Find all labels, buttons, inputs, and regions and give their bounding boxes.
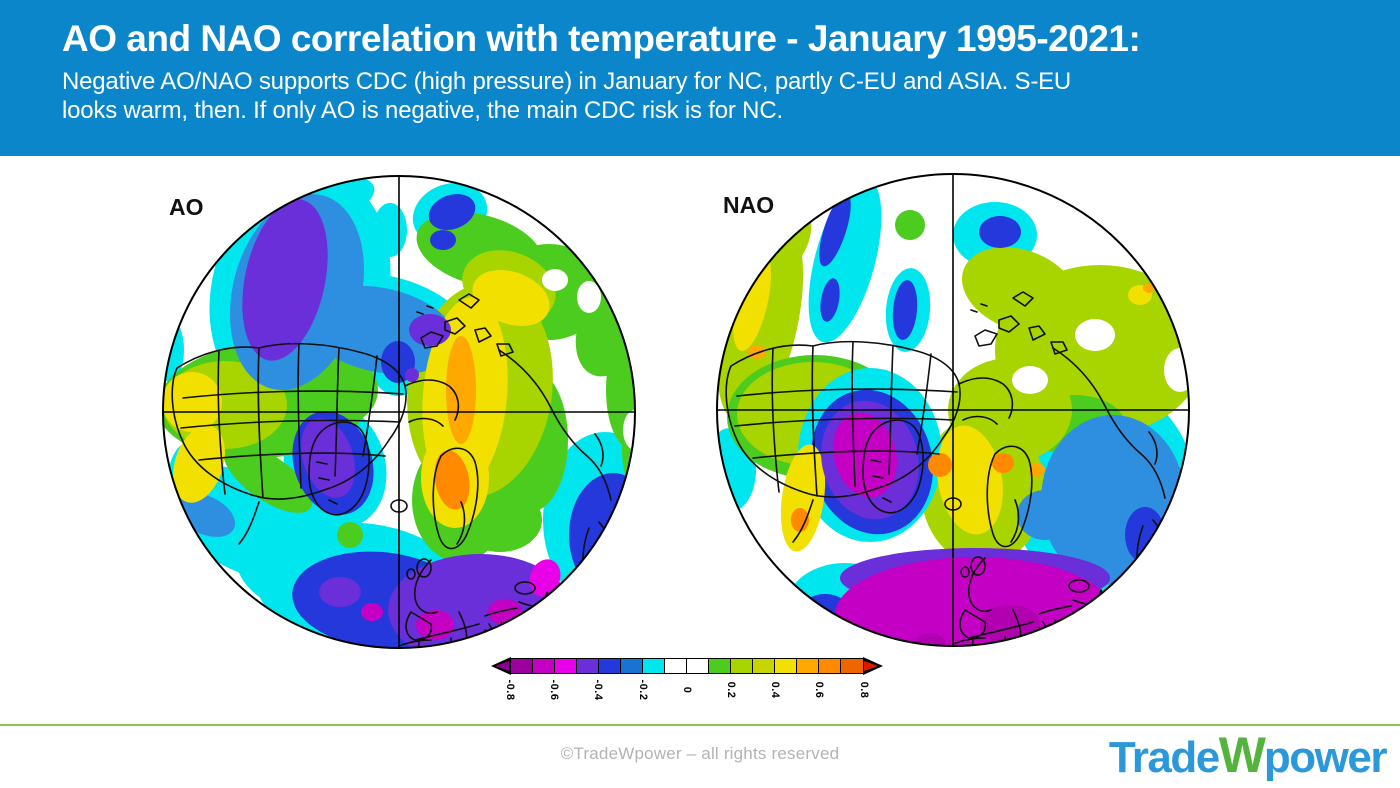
logo-power: power xyxy=(1263,733,1388,782)
map-circle xyxy=(162,175,636,649)
colorbar-tick-label: -0.4 xyxy=(592,679,605,701)
map-label-nao: NAO xyxy=(723,192,774,218)
nao-correlation-blobs xyxy=(713,177,1193,650)
nao-map: NAO xyxy=(713,170,1193,650)
ao-map: AO xyxy=(159,172,639,652)
colorbar-tick-label: 0.2 xyxy=(725,681,737,699)
page-subtitle: Negative AO/NAO supports CDC (high press… xyxy=(62,67,1072,125)
colorbar-tick-label: -0.2 xyxy=(636,679,649,701)
map-label-ao: AO xyxy=(169,194,204,220)
colorbar-legend: -0.8 -0.6 -0.4 -0.2 0 0.2 0.4 0.6 0.8 xyxy=(491,657,883,718)
colorbar-tick-label: -0.6 xyxy=(548,679,561,701)
logo-trade: Trade xyxy=(1108,733,1220,782)
ao-correlation-blobs xyxy=(159,172,639,652)
colorbar-tick-label: 0.8 xyxy=(857,681,870,699)
crosshair xyxy=(717,174,1189,646)
colorbar-right-arrow-icon xyxy=(864,660,878,671)
copyright-text: ©TradeWpower – all rights reserved xyxy=(560,744,840,763)
colorbar-tick-label: -0.8 xyxy=(504,679,516,701)
tradewpower-logo: TradeWpower xyxy=(1108,727,1388,783)
colorbar-segments xyxy=(510,658,864,674)
header-banner: AO and NAO correlation with temperature … xyxy=(0,0,1400,156)
colorbar-ticks: -0.8 -0.6 -0.4 -0.2 0 0.2 0.4 0.6 0.8 xyxy=(504,658,870,702)
colorbar-tick-label: 0.6 xyxy=(813,681,826,699)
map-circle xyxy=(716,173,1190,647)
footer-divider xyxy=(0,724,1400,726)
page-title: AO and NAO correlation with temperature … xyxy=(62,18,1141,59)
colorbar-tick-label: 0.4 xyxy=(769,681,782,699)
logo-w-icon: W xyxy=(1218,727,1266,783)
colorbar-tick-label: 0 xyxy=(680,686,693,694)
crosshair xyxy=(163,176,635,648)
colorbar-left-arrow-icon xyxy=(495,660,509,671)
